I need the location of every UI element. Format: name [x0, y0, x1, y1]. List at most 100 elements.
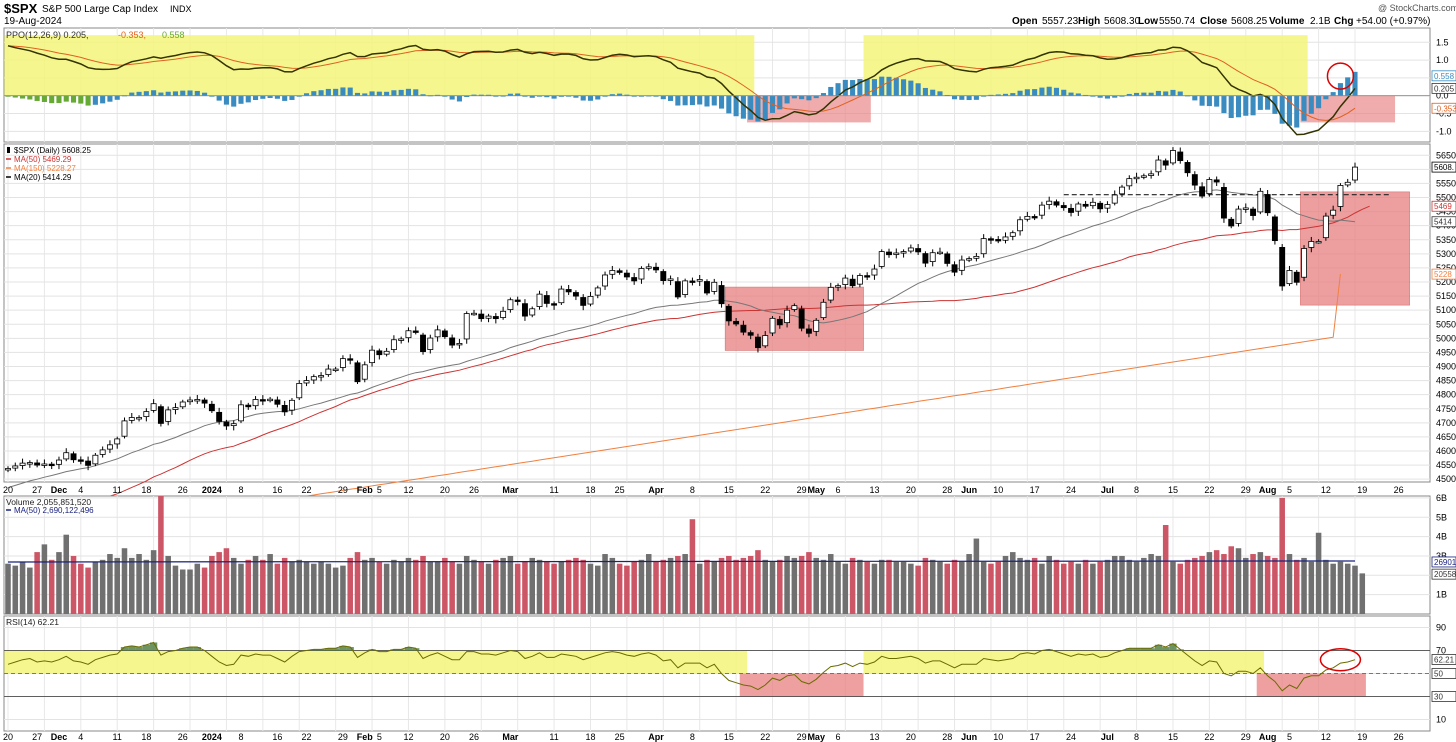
- rsi-overbought-fill: [179, 648, 187, 651]
- ppo-histogram-bar: [660, 95, 666, 100]
- volume-bar: [696, 563, 703, 614]
- x-tick-label: 26: [178, 485, 188, 495]
- ppo-histogram-bar: [704, 95, 710, 107]
- rsi-overbought-fill: [1125, 648, 1133, 651]
- price-close-tag-label: 5608.: [1434, 163, 1454, 172]
- candle-body: [1315, 241, 1322, 244]
- volume-bar: [281, 557, 288, 614]
- candle-body: [973, 255, 980, 259]
- candle-body: [1104, 204, 1111, 209]
- volume-bar: [48, 559, 55, 614]
- volume-bar: [318, 561, 324, 614]
- x-tick-label: 15: [724, 485, 734, 495]
- candle-body: [1235, 208, 1242, 224]
- volume-bar: [442, 557, 448, 614]
- volume-bar: [1111, 555, 1118, 614]
- rsi-overbought-fill: [310, 649, 318, 651]
- quote-line: Open 5557.23 High 5608.30 Low 5550.74 Cl…: [1012, 16, 1431, 27]
- candle-body: [572, 292, 579, 297]
- candle-body: [893, 252, 900, 255]
- volume-bar: [522, 561, 528, 614]
- ppo-histogram-bar: [1126, 93, 1132, 96]
- ppo-histogram-bar: [522, 95, 528, 97]
- volume-bar: [704, 559, 710, 614]
- candle-body: [332, 368, 339, 371]
- price-tick-label: 5150: [1436, 291, 1456, 301]
- candle-body: [1293, 271, 1300, 283]
- ma20-tag-label: 5414: [1434, 218, 1452, 227]
- volume-bar: [274, 563, 281, 614]
- price-legend-entry: MA(150) 5228.27: [14, 164, 76, 173]
- x-tick-label: 10: [993, 485, 1003, 495]
- candle-body: [165, 409, 172, 422]
- candle-body: [136, 417, 143, 420]
- rsi-overbought-fill: [397, 649, 405, 651]
- x-tick-label-bottom: Mar: [502, 732, 519, 742]
- volume-bar: [915, 565, 921, 614]
- volume-current-tag-label: 20558: [1434, 570, 1456, 579]
- ppo-histogram-bar: [668, 95, 674, 101]
- ppo-histogram-bar: [143, 91, 149, 96]
- volume-bar: [624, 565, 630, 614]
- volume-bar: [1243, 557, 1249, 614]
- low-label: Low: [1138, 16, 1158, 27]
- ppo-histogram-bar: [1192, 95, 1198, 101]
- ppo-histogram-bar: [580, 95, 586, 101]
- volume-bar: [1257, 552, 1264, 614]
- candle-body: [915, 248, 922, 253]
- ppo-histogram-bar: [748, 95, 754, 120]
- volume-bar: [777, 559, 783, 614]
- candle-body: [420, 334, 426, 352]
- volume-bar: [1119, 555, 1125, 614]
- candle-body: [412, 330, 419, 333]
- x-tick-label: Apr: [648, 485, 664, 495]
- candle-body: [565, 289, 572, 293]
- x-tick-label-bottom: 5: [377, 732, 382, 742]
- ppo-histogram-bar: [1141, 92, 1147, 96]
- ppo-tick-label: 1.0: [1436, 55, 1449, 65]
- volume-bar: [988, 563, 994, 614]
- rsi-overbought-fill: [149, 642, 158, 651]
- candle-body: [187, 399, 193, 403]
- candle-body: [711, 281, 718, 292]
- price-tick-label: 5000: [1436, 333, 1456, 343]
- ppo-histogram-bar: [129, 92, 135, 96]
- candle-body: [1053, 201, 1060, 206]
- x-tick-label-bottom: 11: [113, 732, 122, 742]
- ppo-histogram-bar: [1308, 95, 1314, 114]
- ppo-histogram-bar: [682, 95, 688, 106]
- volume-bar: [1126, 559, 1133, 614]
- ppo-histogram-bar: [151, 90, 157, 96]
- ppo-histogram-bar: [1250, 95, 1256, 116]
- volume-bar: [165, 555, 171, 614]
- price-tick-label: 5050: [1436, 319, 1456, 329]
- candle-body: [216, 411, 223, 422]
- ppo-histogram-bar: [311, 91, 317, 96]
- candle-body: [987, 238, 994, 241]
- chart-date: 19-Aug-2024: [4, 16, 62, 27]
- x-tick-label-bottom: 26: [469, 732, 479, 742]
- x-tick-label: 8: [238, 485, 243, 495]
- volume-bar: [136, 554, 142, 614]
- x-tick-label-bottom: 15: [724, 732, 734, 742]
- volume-bar: [1352, 565, 1358, 614]
- candle-body: [19, 462, 26, 466]
- candle-body: [441, 330, 448, 338]
- volume-bar: [616, 563, 623, 614]
- ppo-histogram-bar: [92, 95, 98, 105]
- candle-body: [704, 281, 710, 294]
- ppo-histogram-bar: [529, 95, 535, 98]
- rsi-overbought-fill: [1140, 648, 1148, 651]
- candle-body: [696, 279, 703, 282]
- volume-bar: [1177, 563, 1184, 614]
- ppo-histogram-bar: [325, 88, 331, 96]
- ppo-histogram-bar: [1199, 95, 1205, 106]
- volume-bar: [78, 563, 84, 614]
- ma50-tag-box: [1431, 200, 1456, 212]
- volume-bar: [311, 563, 317, 614]
- volume-bar: [536, 559, 543, 614]
- rsi-overbought-fill: [1169, 643, 1177, 651]
- candle-body: [1199, 186, 1206, 197]
- ppo-histogram-bar: [333, 88, 339, 96]
